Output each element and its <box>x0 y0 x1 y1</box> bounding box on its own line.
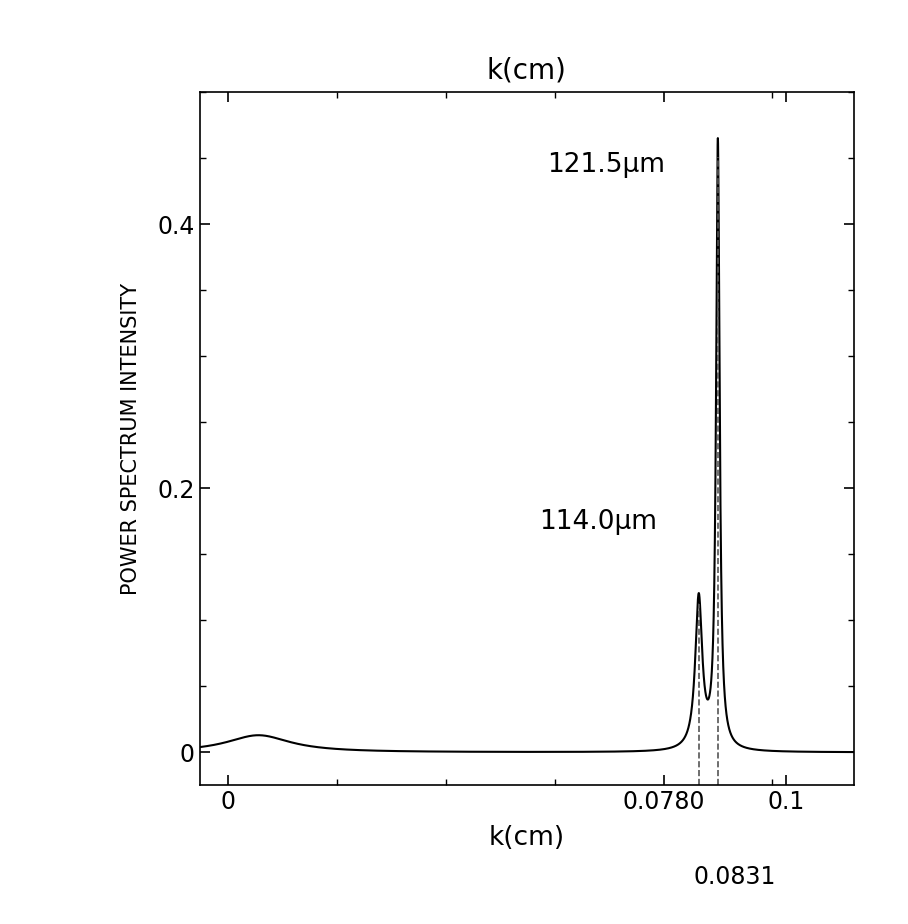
Title: k(cm): k(cm) <box>487 56 567 84</box>
Text: 114.0μm: 114.0μm <box>539 508 657 535</box>
X-axis label: k(cm): k(cm) <box>489 825 565 851</box>
Y-axis label: POWER SPECTRUM INTENSITY: POWER SPECTRUM INTENSITY <box>121 283 141 595</box>
Text: 121.5μm: 121.5μm <box>548 152 665 178</box>
Text: 0.0831: 0.0831 <box>694 865 775 889</box>
